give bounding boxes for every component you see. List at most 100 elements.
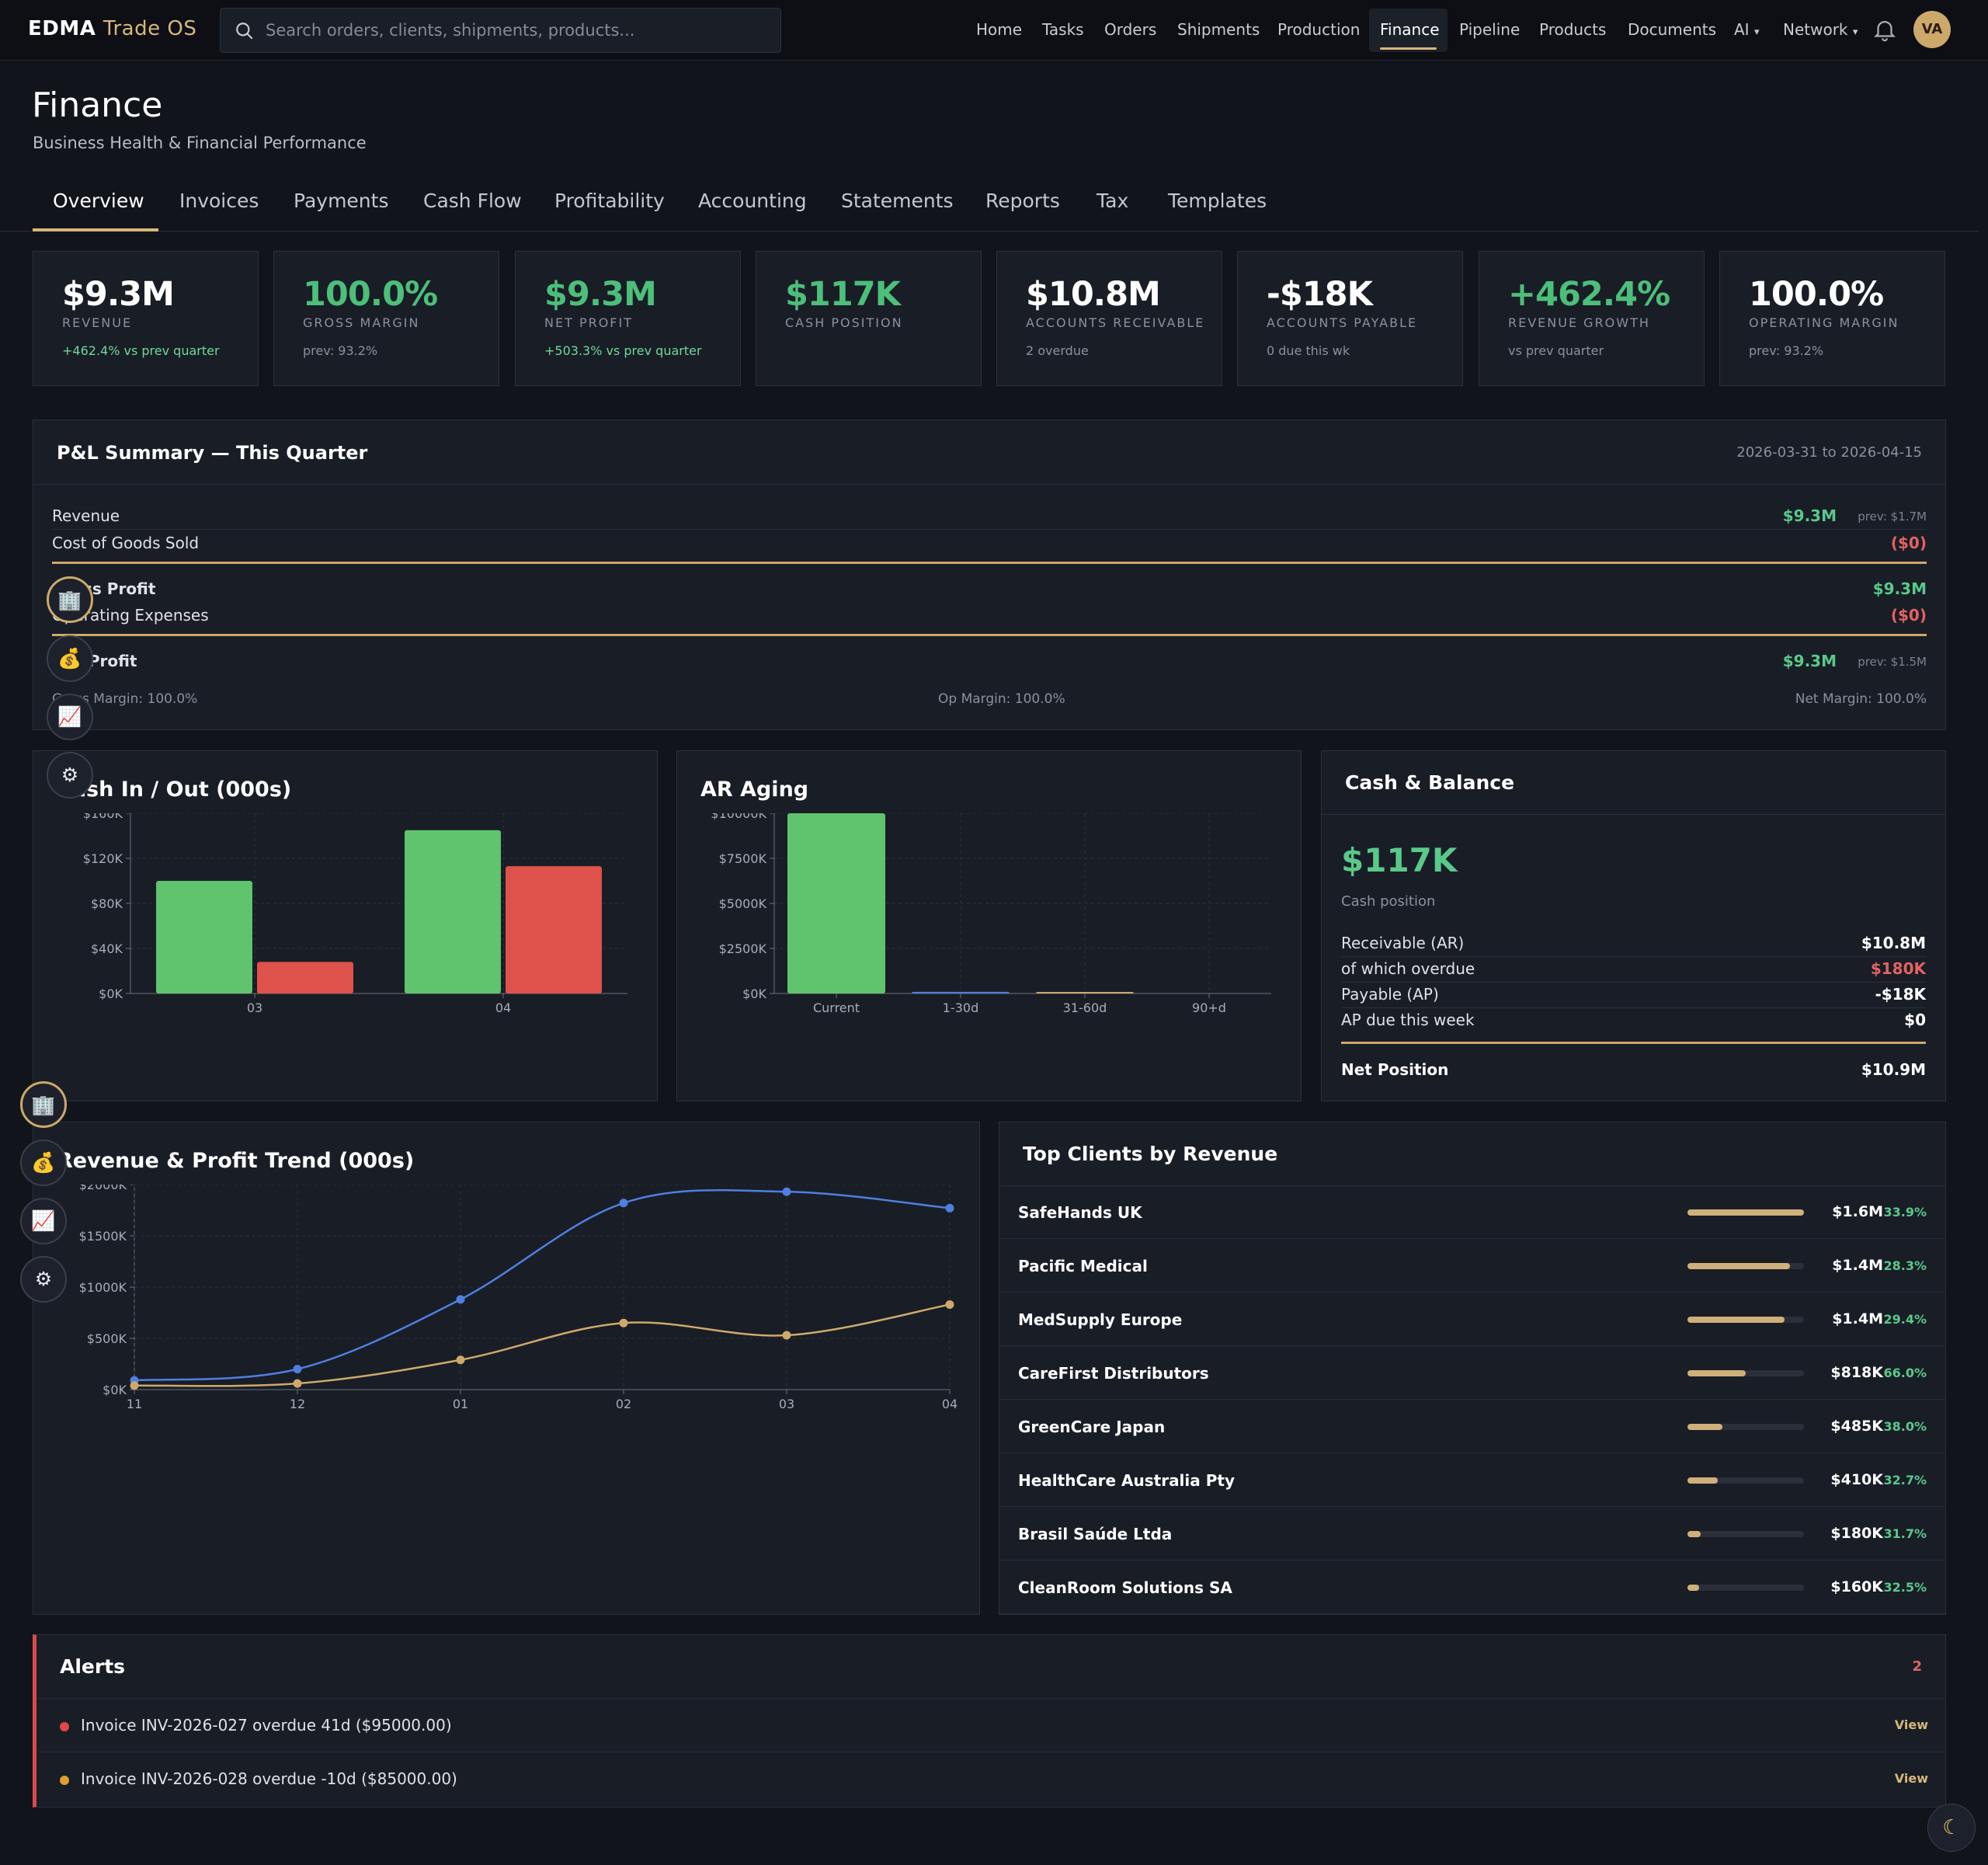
view-alert-link[interactable]: View (1894, 1771, 1928, 1786)
nav-network[interactable]: Network ▾ (1783, 20, 1858, 39)
nav-home[interactable]: Home (976, 20, 1023, 39)
gear-icon[interactable]: ⚙ (47, 752, 93, 799)
building-icon[interactable]: 🏢 (47, 576, 93, 623)
kpi-operating-margin[interactable]: 100.0% OPERATING MARGIN prev: 93.2% (1719, 251, 1945, 386)
kpi-label: REVENUE (62, 315, 133, 330)
nav-documents[interactable]: Documents (1628, 20, 1717, 39)
pl-net-prev: prev: $1.5M (1858, 655, 1927, 669)
tab-accounting[interactable]: Accounting (698, 190, 807, 212)
tab-payments[interactable]: Payments (294, 190, 389, 212)
client-row[interactable]: CareFirst Distributors $818K 66.0% (999, 1347, 1945, 1400)
kpi-revenue-growth[interactable]: +462.4% REVENUE GROWTH vs prev quarter (1479, 251, 1705, 386)
tab-templates[interactable]: Templates (1168, 190, 1267, 212)
client-share-bar (1687, 1263, 1804, 1269)
bell-icon[interactable] (1872, 16, 1898, 43)
nav-ai[interactable]: AI ▾ (1734, 20, 1760, 39)
ar-value: $10.8M (1861, 934, 1926, 952)
tab-overview[interactable]: Overview (53, 190, 144, 212)
pl-op-margin: Op Margin: 100.0% (938, 691, 1065, 707)
nav-shipments[interactable]: Shipments (1177, 20, 1260, 39)
kpi-revenue[interactable]: $9.3M REVENUE +462.4% vs prev quarter (33, 251, 259, 386)
kpi-value: $9.3M (62, 275, 175, 314)
tab-statements[interactable]: Statements (841, 190, 954, 212)
view-alert-link[interactable]: View (1894, 1717, 1928, 1732)
client-share-fill (1687, 1424, 1722, 1430)
tab-reports[interactable]: Reports (985, 190, 1060, 212)
client-name: CleanRoom Solutions SA (1018, 1578, 1232, 1597)
cash-balance-card: Cash & Balance $117K Cash position Recei… (1321, 750, 1946, 1101)
brand-logo[interactable]: EDMA Trade OS (28, 17, 197, 40)
pl-net-margin: Net Margin: 100.0% (1795, 691, 1927, 707)
kpi-accounts-payable[interactable]: -$18K ACCOUNTS PAYABLE 0 due this wk (1237, 251, 1463, 386)
kpi-net-profit[interactable]: $9.3M NET PROFIT +503.3% vs prev quarter (515, 251, 741, 386)
building-icon[interactable]: 🏢 (20, 1081, 67, 1128)
client-row[interactable]: Pacific Medical $1.4M 28.3% (999, 1240, 1945, 1293)
kpi-label: NET PROFIT (544, 315, 633, 330)
cash-balance-title: Cash & Balance (1345, 771, 1515, 794)
money-bag-icon[interactable]: 💰 (20, 1140, 67, 1186)
alerts-card: Alerts 2 Invoice INV-2026-027 overdue 41… (33, 1634, 1947, 1808)
y-tick-label: $10000K (711, 813, 766, 821)
global-search[interactable] (220, 8, 781, 53)
bar (156, 881, 252, 993)
gold-divider (52, 562, 1927, 564)
client-share-fill (1687, 1370, 1746, 1376)
client-name: MedSupply Europe (1018, 1310, 1183, 1329)
kpi-value: $9.3M (544, 275, 657, 314)
nav-production[interactable]: Production (1277, 20, 1361, 39)
avatar[interactable]: VA (1913, 11, 1951, 48)
data-point (130, 1381, 139, 1390)
kpi-label: ACCOUNTS RECEIVABLE (1026, 315, 1205, 330)
search-input[interactable] (266, 9, 763, 52)
client-amount: $160K (1830, 1578, 1883, 1595)
client-amount: $410K (1830, 1471, 1883, 1488)
nav-orders[interactable]: Orders (1104, 20, 1157, 39)
client-row[interactable]: MedSupply Europe $1.4M 29.4% (999, 1293, 1945, 1346)
client-row[interactable]: CleanRoom Solutions SA $160K 32.5% (999, 1561, 1945, 1614)
kpi-accounts-receivable[interactable]: $10.8M ACCOUNTS RECEIVABLE 2 overdue (996, 251, 1222, 386)
client-row[interactable]: HealthCare Australia Pty $410K 32.7% (999, 1454, 1945, 1507)
x-tick-label: 04 (942, 1397, 958, 1411)
alert-item[interactable]: Invoice INV-2026-027 overdue 41d ($95000… (36, 1698, 1947, 1751)
nav-tasks[interactable]: Tasks (1042, 20, 1084, 39)
client-share-bar (1687, 1585, 1804, 1591)
chart-icon[interactable]: 📈 (47, 694, 93, 740)
x-tick-label: 12 (290, 1397, 305, 1411)
x-tick-label: 03 (779, 1397, 794, 1411)
pl-gross-value: $9.3M (1872, 579, 1927, 598)
chevron-down-icon: ▾ (1753, 26, 1760, 38)
divider (33, 484, 1945, 485)
pl-revenue-label: Revenue (52, 506, 120, 525)
kpi-label: ACCOUNTS PAYABLE (1267, 315, 1418, 330)
data-point (293, 1379, 302, 1388)
data-point (456, 1355, 465, 1365)
tab-invoices[interactable]: Invoices (179, 190, 259, 212)
gear-icon[interactable]: ⚙ (20, 1256, 67, 1303)
kpi-cash-position[interactable]: $117K CASH POSITION (756, 251, 982, 386)
kpi-gross-margin[interactable]: 100.0% GROSS MARGIN prev: 93.2% (273, 251, 499, 386)
tab-cash-flow[interactable]: Cash Flow (423, 190, 522, 212)
y-tick-label: $40K (91, 941, 123, 956)
data-point (619, 1199, 628, 1208)
divider (1341, 1007, 1926, 1008)
cash-in-out-chart: $0K $40K $80K $120K $160K 03 04 (83, 813, 627, 1015)
client-row[interactable]: GreenCare Japan $485K 38.0% (999, 1400, 1945, 1453)
y-tick-label: $2500K (719, 941, 767, 956)
tab-tax[interactable]: Tax (1097, 190, 1129, 212)
client-row[interactable]: SafeHands UK $1.6M 33.9% (999, 1186, 1945, 1239)
client-row[interactable]: Brasil Saúde Ltda $180K 31.7% (999, 1508, 1945, 1561)
alert-item[interactable]: Invoice INV-2026-028 overdue -10d ($8500… (36, 1752, 1947, 1804)
client-share-fill (1687, 1585, 1699, 1591)
divider (1341, 982, 1926, 983)
y-tick-label: $0K (103, 1383, 127, 1397)
chart-icon[interactable]: 📈 (20, 1198, 67, 1244)
tab-profitability[interactable]: Profitability (554, 190, 665, 212)
money-bag-icon[interactable]: 💰 (47, 635, 93, 682)
nav-products[interactable]: Products (1539, 20, 1607, 39)
nav-finance[interactable]: Finance (1380, 20, 1440, 39)
x-tick-label: 31-60d (1063, 1000, 1107, 1015)
pl-net-value: $9.3M (1782, 652, 1837, 670)
bar (1036, 992, 1134, 993)
theme-toggle-moon-icon[interactable]: ☾ (1927, 1804, 1976, 1852)
nav-pipeline[interactable]: Pipeline (1459, 20, 1521, 39)
